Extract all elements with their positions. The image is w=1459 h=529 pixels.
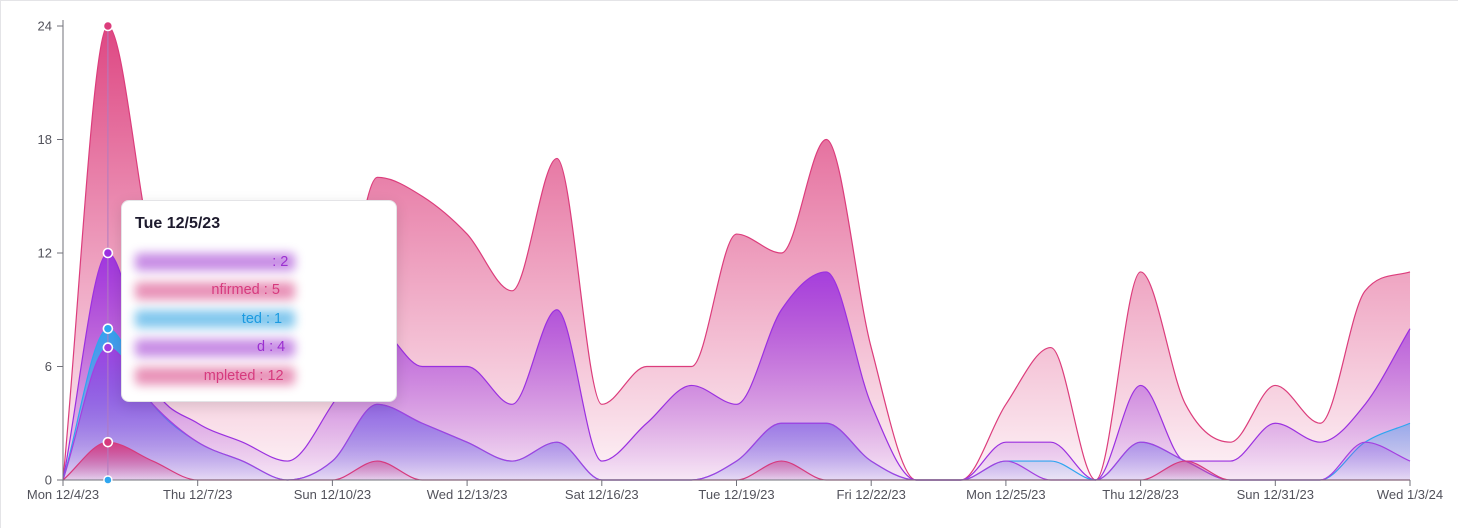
y-tick-label: 0 bbox=[45, 473, 52, 488]
tooltip-series-value: nfirmed : 5 bbox=[211, 282, 280, 299]
tooltip-series-value: ted : 1 bbox=[241, 310, 283, 327]
hover-point bbox=[102, 436, 114, 448]
x-tick-label: Thu 12/7/23 bbox=[163, 487, 232, 502]
x-tick-label: Wed 12/13/23 bbox=[427, 487, 508, 502]
tooltip-row: Un-teste- -lerie: 2 bbox=[135, 253, 383, 282]
hover-point bbox=[102, 323, 114, 334]
x-tick-label: Tue 12/19/23 bbox=[698, 487, 774, 502]
x-tick-label: Wed 1/3/24 bbox=[1377, 487, 1443, 502]
tooltip-series-value: : 2 bbox=[272, 253, 289, 270]
y-tick-label: 12 bbox=[38, 246, 52, 261]
hover-point bbox=[102, 342, 114, 353]
tooltip-date: Tue 12/5/23 bbox=[135, 215, 221, 232]
tooltip-series-name: Confirmed bbox=[135, 338, 295, 357]
axes: 0 6 12 18 24 Mon 12/4/23 Thu 12/7/23 Sun 12/10/… bbox=[27, 19, 1443, 503]
tooltip-series-name: Not Completed bbox=[135, 367, 295, 385]
x-tick-label: Sun 12/10/23 bbox=[294, 487, 371, 502]
tooltip-rows: Un-teste- -lerie: 2Unconfirmednfirmed : … bbox=[135, 253, 383, 396]
tooltip-series-name: Lead - Contacted bbox=[135, 310, 295, 328]
tooltip-series-name: Un-teste- -lerie bbox=[135, 253, 295, 271]
x-tick-label: Mon 12/25/23 bbox=[966, 487, 1046, 502]
hover-markers bbox=[102, 20, 114, 485]
x-tick-label: Sun 12/31/23 bbox=[1237, 487, 1314, 502]
hover-axis-point bbox=[103, 475, 113, 485]
tooltip-series-value: d : 4 bbox=[257, 339, 286, 356]
x-tick-label: Sat 12/16/23 bbox=[565, 487, 639, 502]
y-tick-label: 6 bbox=[45, 359, 52, 374]
series-line bbox=[62, 252, 1411, 481]
series-areas bbox=[62, 25, 1411, 481]
tooltip-row: Confirmedd : 4 bbox=[135, 338, 383, 368]
y-tick-label: 18 bbox=[38, 132, 52, 147]
series-area bbox=[63, 347, 1410, 480]
chart-tooltip: Tue 12/5/23 Un-teste- -lerie: 2Unconfirm… bbox=[121, 200, 397, 402]
tooltip-row: Lead - Contactedted : 1 bbox=[135, 310, 383, 339]
hover-point bbox=[102, 20, 114, 32]
x-tick-label: Fri 12/22/23 bbox=[837, 487, 906, 502]
y-tick-label: 24 bbox=[38, 19, 52, 34]
x-tick-label: Thu 12/28/23 bbox=[1102, 487, 1179, 502]
tooltip-series-name: Unconfirmed bbox=[135, 281, 295, 300]
tooltip-row: Unconfirmednfirmed : 5 bbox=[135, 281, 383, 311]
x-tick-label: Mon 12/4/23 bbox=[27, 487, 99, 502]
tooltip-row: Not Completedmpleted : 12 bbox=[135, 367, 383, 396]
hover-point bbox=[102, 247, 114, 259]
tooltip-series-value: mpleted : 12 bbox=[203, 367, 284, 384]
